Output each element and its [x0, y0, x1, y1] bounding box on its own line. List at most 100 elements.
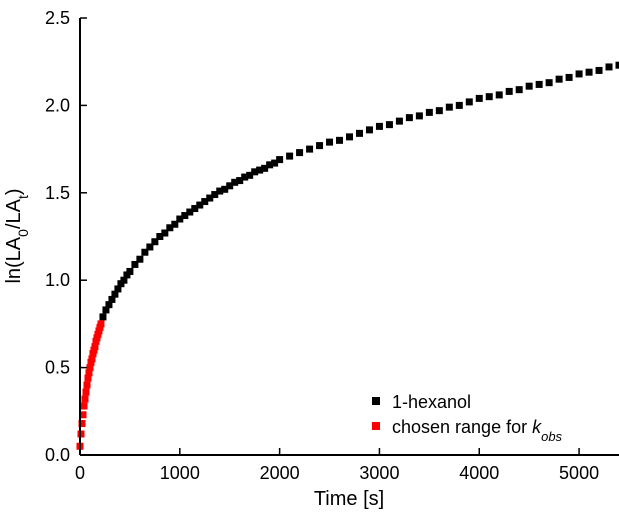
data-point-chosen-range	[91, 343, 99, 351]
data-point-1-hexanol	[525, 82, 533, 90]
data-point-chosen-range	[84, 374, 92, 382]
data-point-1-hexanol	[241, 173, 249, 181]
data-point-1-hexanol	[545, 79, 553, 87]
data-point-1-hexanol	[385, 121, 393, 129]
data-point-1-hexanol	[276, 156, 284, 164]
data-point-1-hexanol	[336, 136, 344, 144]
data-point-1-hexanol	[126, 267, 134, 275]
data-point-1-hexanol	[181, 212, 189, 220]
data-point-1-hexanol	[191, 205, 199, 213]
data-point-1-hexanol	[221, 185, 229, 193]
data-point-1-hexanol	[455, 101, 463, 109]
y-tick-label: 0.5	[45, 358, 70, 378]
data-point-1-hexanol	[201, 198, 209, 206]
data-point-1-hexanol	[206, 194, 214, 202]
data-point-1-hexanol	[555, 75, 563, 83]
data-point-1-hexanol	[465, 98, 473, 106]
y-tick-label: 2.0	[45, 95, 70, 115]
data-point-1-hexanol	[405, 114, 413, 122]
data-point-1-hexanol	[251, 168, 259, 176]
x-ticks: 0 1000 2000 3000 4000 5000	[75, 448, 599, 483]
data-point-chosen-range	[82, 388, 90, 396]
y-axis-title-main: ln(LA	[3, 236, 25, 283]
data-point-1-hexanol	[196, 201, 204, 209]
legend: 1-hexanol chosen range for kobs	[372, 392, 563, 444]
data-point-1-hexanol	[231, 178, 239, 186]
data-point-1-hexanol	[355, 129, 363, 137]
legend-marker-chosen-range	[372, 422, 380, 430]
legend-label-chosen-range-text: chosen range for	[392, 417, 532, 437]
x-axis-title: Time [s]	[314, 488, 384, 510]
y-tick-label: 2.5	[45, 8, 70, 28]
data-point-1-hexanol	[256, 166, 264, 174]
data-point-chosen-range	[80, 402, 88, 410]
y-axis-title: ln(LA0/LAt)	[3, 188, 31, 283]
legend-label-chosen-range: chosen range for kobs	[392, 417, 563, 444]
data-point-1-hexanol	[495, 91, 503, 99]
data-point-1-hexanol	[161, 229, 169, 237]
data-point-1-hexanol	[131, 260, 139, 268]
data-point-1-hexanol	[326, 138, 334, 146]
x-tick-label: 4000	[459, 463, 499, 483]
data-point-1-hexanol	[425, 108, 433, 116]
data-point-1-hexanol	[261, 164, 269, 172]
data-point-1-hexanol	[346, 133, 353, 141]
x-tick-label: 0	[75, 463, 85, 483]
legend-label-k: k	[532, 417, 542, 437]
data-point-1-hexanol	[120, 276, 128, 284]
data-point-1-hexanol	[266, 161, 274, 169]
data-point-1-hexanol	[171, 220, 179, 228]
data-point-1-hexanol	[575, 70, 583, 78]
data-point-1-hexanol	[485, 93, 493, 101]
data-point-1-hexanol	[535, 80, 543, 88]
data-point-chosen-range	[97, 320, 105, 328]
data-point-1-hexanol	[316, 142, 324, 150]
data-point-chosen-range	[78, 420, 86, 428]
data-point-1-hexanol	[271, 159, 279, 167]
data-point-1-hexanol	[475, 94, 483, 102]
data-point-1-hexanol	[246, 171, 254, 179]
data-point-1-hexanol	[565, 73, 573, 81]
x-tick-label: 1000	[160, 463, 200, 483]
y-tick-label: 1.5	[45, 183, 70, 203]
x-tick-label: 5000	[559, 463, 599, 483]
data-point-chosen-range	[79, 411, 87, 419]
data-point-1-hexanol	[505, 87, 513, 95]
data-point-1-hexanol	[166, 224, 174, 232]
legend-marker-1-hexanol	[372, 397, 380, 405]
y-tick-label: 0.0	[45, 445, 70, 465]
data-point-1-hexanol	[105, 301, 113, 309]
data-point-1-hexanol	[365, 126, 373, 134]
data-point-1-hexanol	[141, 248, 149, 256]
data-point-1-hexanol	[156, 233, 164, 240]
data-point-1-hexanol	[226, 182, 234, 190]
data-point-1-hexanol	[108, 295, 116, 303]
data-point-1-hexanol	[605, 63, 613, 71]
data-point-chosen-range	[83, 381, 91, 389]
y-ticks: 0.0 0.5 1.0 1.5 2.0 2.5	[45, 8, 87, 465]
data-point-1-hexanol	[286, 152, 294, 160]
data-point-1-hexanol	[296, 149, 304, 157]
y-tick-label: 1.0	[45, 270, 70, 290]
x-tick-label: 3000	[359, 463, 399, 483]
data-point-1-hexanol	[99, 313, 107, 321]
data-point-1-hexanol	[186, 208, 194, 216]
data-point-1-hexanol	[216, 187, 224, 195]
y-axis-title-mid: /LA	[3, 198, 25, 229]
data-point-chosen-range	[81, 395, 89, 403]
x-tick-label: 2000	[260, 463, 300, 483]
data-point-1-hexanol	[211, 191, 219, 199]
data-point-chosen-range	[85, 369, 93, 377]
data-point-1-hexanol	[615, 61, 619, 69]
legend-label-1-hexanol: 1-hexanol	[392, 392, 471, 412]
data-point-1-hexanol	[435, 107, 443, 115]
data-point-1-hexanol	[375, 122, 383, 130]
data-point-1-hexanol	[136, 255, 144, 263]
data-point-1-hexanol	[146, 243, 154, 251]
data-point-1-hexanol	[176, 215, 184, 223]
data-point-1-hexanol	[395, 117, 403, 125]
data-point-1-hexanol	[236, 177, 244, 185]
data-point-1-hexanol	[102, 306, 110, 314]
